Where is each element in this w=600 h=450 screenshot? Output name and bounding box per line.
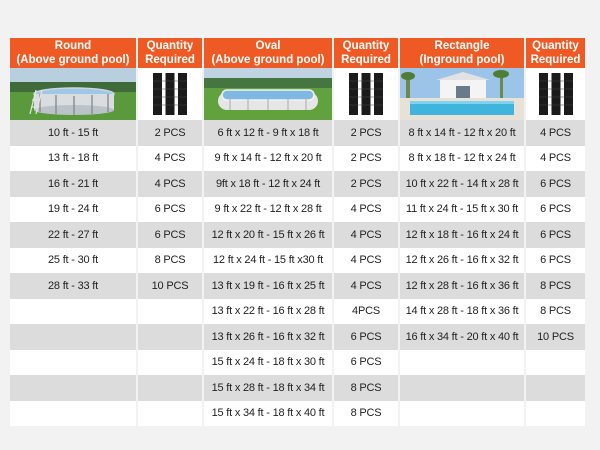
table-cell-rectangle-quantity: 4 PCS (526, 145, 585, 171)
header-quantity-rectangle: Quantity Required (526, 38, 585, 68)
table-cell-oval-quantity: 2 PCS (334, 171, 398, 197)
table-cell-oval-size: 13 ft x 19 ft - 16 ft x 25 ft (204, 273, 332, 299)
table-cell-rectangle-quantity: 4 PCS (526, 120, 585, 146)
table-cell-oval-size: 9 ft x 14 ft - 12 ft x 20 ft (204, 145, 332, 171)
table-cell-oval-size: 9 ft x 22 ft - 12 ft x 28 ft (204, 196, 332, 222)
table-cell-round-size (10, 400, 136, 426)
pool-size-table: Round (Above ground pool) Quantity Require… (10, 38, 585, 426)
table-cell-oval-quantity: 2 PCS (334, 145, 398, 171)
table-cell-rectangle-size (400, 400, 524, 426)
table-cell-rectangle-quantity: 8 PCS (526, 273, 585, 299)
table-cell-rectangle-quantity (526, 349, 585, 375)
table-cell-round-size: 28 ft - 33 ft (10, 273, 136, 299)
table-cell-rectangle-size (400, 349, 524, 375)
table-cell-rectangle-size: 10 ft x 22 ft - 14 ft x 28 ft (400, 171, 524, 197)
header-oval: Oval (Above ground pool) (204, 38, 332, 68)
table-cell-oval-quantity: 8 PCS (334, 375, 398, 401)
table-cell-rectangle-quantity: 6 PCS (526, 222, 585, 248)
table-cell-oval-size: 12 ft x 24 ft - 15 ft x30 ft (204, 247, 332, 273)
table-cell-oval-quantity: 8 PCS (334, 400, 398, 426)
table-cell-round-size: 16 ft - 21 ft (10, 171, 136, 197)
table-cell-rectangle-size: 12 ft x 18 ft - 16 ft x 24 ft (400, 222, 524, 248)
table-cell-round-size (10, 324, 136, 350)
table-cell-round-quantity: 4 PCS (138, 171, 202, 197)
table-cell-oval-quantity: 6 PCS (334, 349, 398, 375)
header-quantity-oval: Quantity Required (334, 38, 398, 68)
table-cell-round-quantity: 6 PCS (138, 196, 202, 222)
table-cell-oval-quantity: 6 PCS (334, 324, 398, 350)
table-cell-oval-size: 13 ft x 26 ft - 16 ft x 32 ft (204, 324, 332, 350)
oval-pool-photo (204, 68, 332, 120)
table-cell-round-quantity (138, 298, 202, 324)
table-cell-rectangle-size: 8 ft x 14 ft - 12 ft x 20 ft (400, 120, 524, 146)
table-cell-round-size (10, 375, 136, 401)
solar-panel-icon (526, 68, 585, 120)
table-cell-round-quantity: 4 PCS (138, 145, 202, 171)
table-cell-round-quantity: 10 PCS (138, 273, 202, 299)
table-cell-round-quantity: 8 PCS (138, 247, 202, 273)
table-cell-oval-quantity: 4 PCS (334, 273, 398, 299)
header-rectangle: Rectangle (Inground pool) (400, 38, 524, 68)
table-cell-oval-size: 6 ft x 12 ft - 9 ft x 18 ft (204, 120, 332, 146)
table-cell-round-quantity: 2 PCS (138, 120, 202, 146)
table-cell-round-size: 13 ft - 18 ft (10, 145, 136, 171)
table-cell-rectangle-quantity (526, 400, 585, 426)
table-cell-round-quantity (138, 324, 202, 350)
table-cell-round-quantity (138, 400, 202, 426)
table-cell-oval-size: 13 ft x 22 ft - 16 ft x 28 ft (204, 298, 332, 324)
table-cell-rectangle-quantity: 10 PCS (526, 324, 585, 350)
table-cell-rectangle-size: 12 ft x 28 ft - 16 ft x 36 ft (400, 273, 524, 299)
rectangle-pool-photo (400, 68, 524, 120)
table-cell-oval-size: 15 ft x 34 ft - 18 ft x 40 ft (204, 400, 332, 426)
solar-panel-icon (334, 68, 398, 120)
table-cell-oval-size: 12 ft x 20 ft - 15 ft x 26 ft (204, 222, 332, 248)
table-cell-oval-quantity: 4 PCS (334, 222, 398, 248)
table-cell-oval-size: 15 ft x 24 ft - 18 ft x 30 ft (204, 349, 332, 375)
table-cell-oval-size: 15 ft x 28 ft - 18 ft x 34 ft (204, 375, 332, 401)
table-cell-round-quantity (138, 349, 202, 375)
table-cell-rectangle-quantity: 8 PCS (526, 298, 585, 324)
table-cell-rectangle-size (400, 375, 524, 401)
table-cell-round-size: 19 ft - 24 ft (10, 196, 136, 222)
table-cell-oval-quantity: 4 PCS (334, 196, 398, 222)
table-cell-rectangle-size: 12 ft x 26 ft - 16 ft x 32 ft (400, 247, 524, 273)
table-cell-round-quantity (138, 375, 202, 401)
table-cell-rectangle-quantity: 6 PCS (526, 196, 585, 222)
table-cell-rectangle-quantity: 6 PCS (526, 171, 585, 197)
table-cell-rectangle-quantity (526, 375, 585, 401)
table-cell-round-quantity: 6 PCS (138, 222, 202, 248)
solar-panel-icon (138, 68, 202, 120)
table-cell-oval-quantity: 4PCS (334, 298, 398, 324)
table-cell-round-size (10, 349, 136, 375)
table-cell-oval-size: 9ft x 18 ft - 12 ft x 24 ft (204, 171, 332, 197)
table-cell-round-size: 10 ft - 15 ft (10, 120, 136, 146)
header-quantity-round: Quantity Required (138, 38, 202, 68)
table-cell-rectangle-size: 16 ft x 34 ft - 20 ft x 40 ft (400, 324, 524, 350)
table-cell-round-size: 25 ft - 30 ft (10, 247, 136, 273)
table-cell-rectangle-quantity: 6 PCS (526, 247, 585, 273)
table-cell-rectangle-size: 14 ft x 28 ft - 18 ft x 36 ft (400, 298, 524, 324)
table-cell-oval-quantity: 2 PCS (334, 120, 398, 146)
table-cell-rectangle-size: 8 ft x 18 ft - 12 ft x 24 ft (400, 145, 524, 171)
header-round: Round (Above ground pool) (10, 38, 136, 68)
table-cell-oval-quantity: 4 PCS (334, 247, 398, 273)
table-cell-rectangle-size: 11 ft x 24 ft - 15 ft x 30 ft (400, 196, 524, 222)
round-pool-photo (10, 68, 136, 120)
table-cell-round-size: 22 ft - 27 ft (10, 222, 136, 248)
table-cell-round-size (10, 298, 136, 324)
